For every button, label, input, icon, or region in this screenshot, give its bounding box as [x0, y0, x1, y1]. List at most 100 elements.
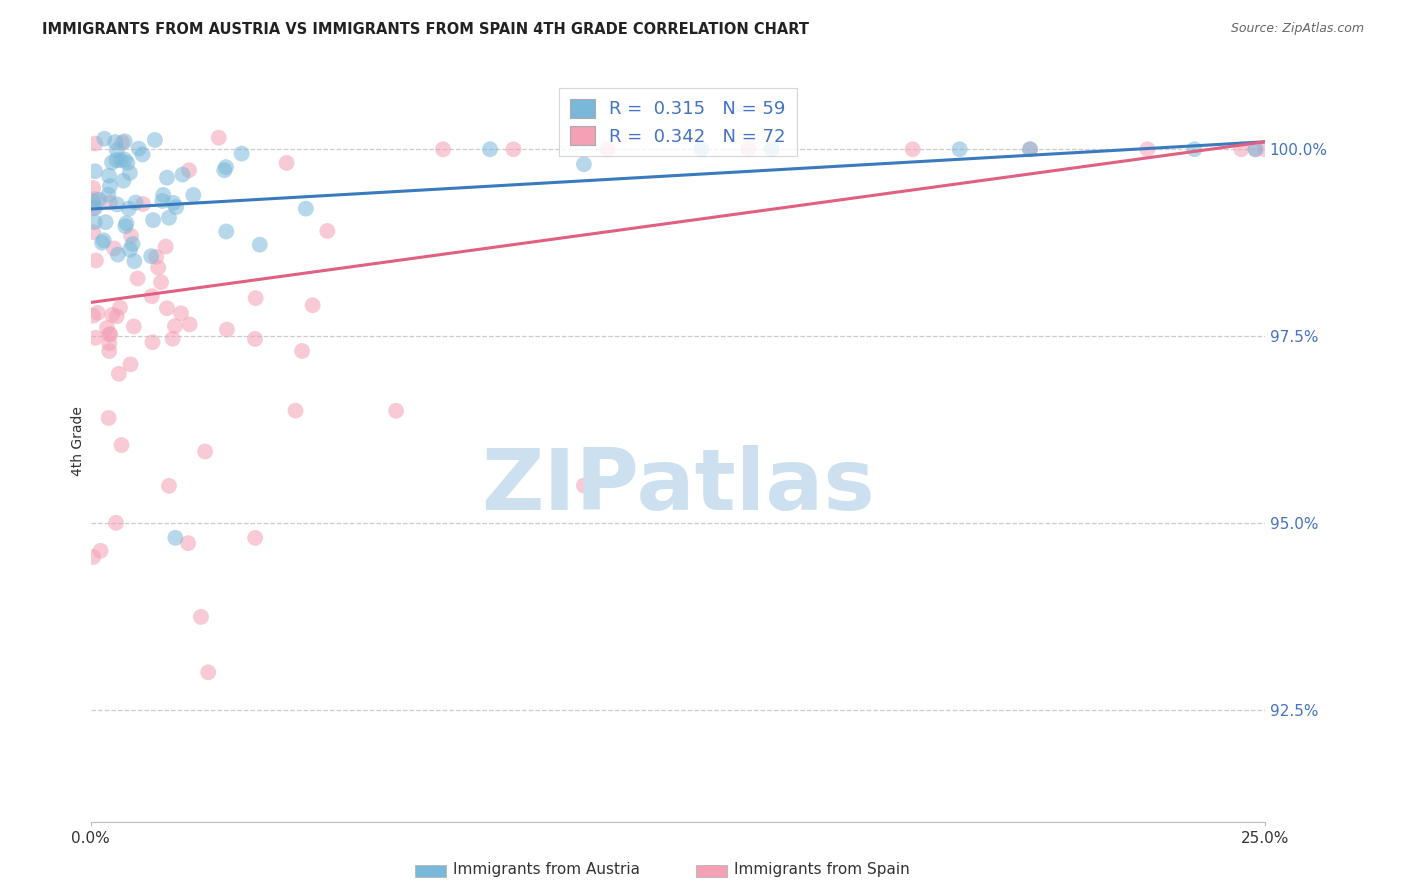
Point — [84, 136, 107, 151]
Point — [105, 197, 128, 211]
Point — [111, 136, 134, 150]
Point — [949, 142, 972, 156]
Point — [108, 301, 131, 315]
Point — [249, 237, 271, 252]
Point — [1254, 142, 1277, 156]
Point — [124, 254, 146, 268]
Point — [143, 133, 166, 147]
Point — [284, 403, 307, 417]
Point — [1244, 142, 1267, 156]
Point — [177, 536, 200, 550]
Point — [291, 344, 314, 359]
Point — [163, 318, 186, 333]
Point — [478, 142, 501, 156]
Point — [215, 322, 238, 336]
Point — [84, 331, 107, 345]
Point — [101, 155, 124, 169]
Point — [105, 310, 128, 324]
Point — [120, 357, 142, 371]
Point — [155, 239, 177, 253]
Point — [145, 250, 167, 264]
Point — [301, 298, 323, 312]
Point — [94, 215, 117, 229]
Point — [120, 228, 142, 243]
Point — [194, 444, 217, 458]
Point — [152, 194, 174, 208]
Point — [83, 215, 105, 229]
Point — [98, 326, 121, 341]
Point — [432, 142, 454, 156]
Point — [208, 130, 231, 145]
Point — [90, 543, 112, 558]
Point — [84, 164, 107, 178]
Point — [165, 531, 187, 545]
Point — [82, 309, 104, 323]
Point — [170, 306, 193, 320]
Point — [124, 195, 146, 210]
Text: Immigrants from Spain: Immigrants from Spain — [734, 862, 910, 877]
Point — [91, 235, 114, 250]
Point — [179, 318, 201, 332]
Point — [162, 195, 184, 210]
Point — [105, 143, 128, 157]
Point — [110, 438, 132, 452]
Point — [82, 194, 104, 209]
Text: Immigrants from Austria: Immigrants from Austria — [453, 862, 640, 877]
Point — [118, 202, 141, 216]
Point — [98, 179, 121, 194]
Point — [84, 253, 107, 268]
Point — [87, 193, 110, 207]
Point — [115, 216, 138, 230]
Point — [596, 142, 619, 156]
Point — [215, 225, 238, 239]
Point — [243, 332, 266, 346]
Point — [141, 289, 163, 303]
Point — [141, 249, 163, 263]
Point — [98, 195, 121, 210]
Point — [690, 142, 713, 156]
Text: IMMIGRANTS FROM AUSTRIA VS IMMIGRANTS FROM SPAIN 4TH GRADE CORRELATION CHART: IMMIGRANTS FROM AUSTRIA VS IMMIGRANTS FR… — [42, 22, 810, 37]
Point — [1244, 142, 1267, 156]
Point — [737, 142, 759, 156]
Point — [385, 404, 408, 418]
Point — [1019, 142, 1042, 156]
Point — [572, 157, 595, 171]
Point — [112, 174, 135, 188]
Point — [152, 188, 174, 202]
Point — [183, 188, 205, 202]
Point — [165, 200, 187, 214]
Point — [142, 213, 165, 227]
Point — [1136, 142, 1159, 156]
Y-axis label: 4th Grade: 4th Grade — [72, 406, 86, 475]
Point — [121, 236, 143, 251]
Legend: R =  0.315   N = 59, R =  0.342   N = 72: R = 0.315 N = 59, R = 0.342 N = 72 — [560, 87, 797, 156]
Point — [105, 153, 128, 168]
Point — [110, 153, 132, 168]
Point — [245, 291, 267, 305]
Point — [107, 247, 129, 261]
Point — [316, 224, 339, 238]
Point — [98, 327, 121, 342]
Point — [97, 411, 120, 425]
Point — [1019, 142, 1042, 156]
Point — [214, 163, 236, 178]
Point — [98, 169, 121, 183]
Point — [114, 219, 136, 234]
Point — [131, 147, 153, 161]
Point — [761, 142, 783, 156]
Point — [157, 211, 180, 225]
Point — [82, 181, 104, 195]
Point — [215, 160, 238, 174]
Point — [93, 233, 115, 247]
Point — [572, 478, 595, 492]
Point — [150, 275, 173, 289]
Point — [82, 225, 104, 239]
Point — [97, 187, 120, 202]
Point — [148, 260, 170, 275]
Point — [162, 332, 184, 346]
Point — [117, 156, 139, 170]
Point — [93, 132, 115, 146]
Point — [86, 306, 108, 320]
Point — [83, 192, 105, 206]
Point — [243, 531, 266, 545]
